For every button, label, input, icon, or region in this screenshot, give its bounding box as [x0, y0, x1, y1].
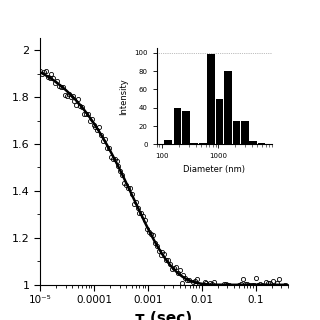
Bar — [207, 54, 215, 144]
Bar — [164, 140, 172, 144]
Bar — [224, 71, 232, 144]
Bar — [249, 141, 257, 144]
Bar — [173, 108, 181, 144]
Bar — [182, 111, 190, 144]
X-axis label: Diameter (nm): Diameter (nm) — [183, 165, 245, 174]
Bar — [199, 142, 207, 144]
Bar — [241, 121, 249, 144]
Bar — [190, 142, 198, 144]
Bar — [233, 122, 240, 144]
Bar — [258, 142, 265, 144]
Bar — [216, 99, 223, 144]
Y-axis label: Intensity: Intensity — [119, 78, 128, 115]
X-axis label: τ (sec): τ (sec) — [135, 311, 193, 320]
